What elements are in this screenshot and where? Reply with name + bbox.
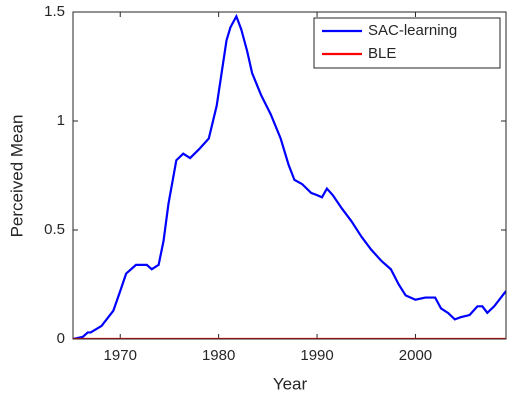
y-tick-label: 1.5 [44, 3, 65, 20]
y-tick-label: 0.5 [44, 221, 65, 238]
y-tick-label: 1 [57, 112, 65, 129]
legend-label: SAC-learning [368, 22, 457, 39]
x-axis-label: Year [273, 374, 308, 393]
x-tick-label: 1980 [202, 347, 235, 364]
legend-label: BLE [368, 45, 396, 62]
legend-box [313, 17, 501, 69]
plot-lines [73, 13, 506, 339]
x-tick-label: 2000 [399, 347, 432, 364]
x-tick-label: 1970 [104, 347, 137, 364]
y-tick-label: 0 [57, 330, 65, 347]
x-tick-label: 1990 [300, 347, 333, 364]
axes-frame [72, 11, 507, 340]
y-axis-label: Perceived Mean [7, 115, 26, 238]
data-line [73, 13, 506, 339]
